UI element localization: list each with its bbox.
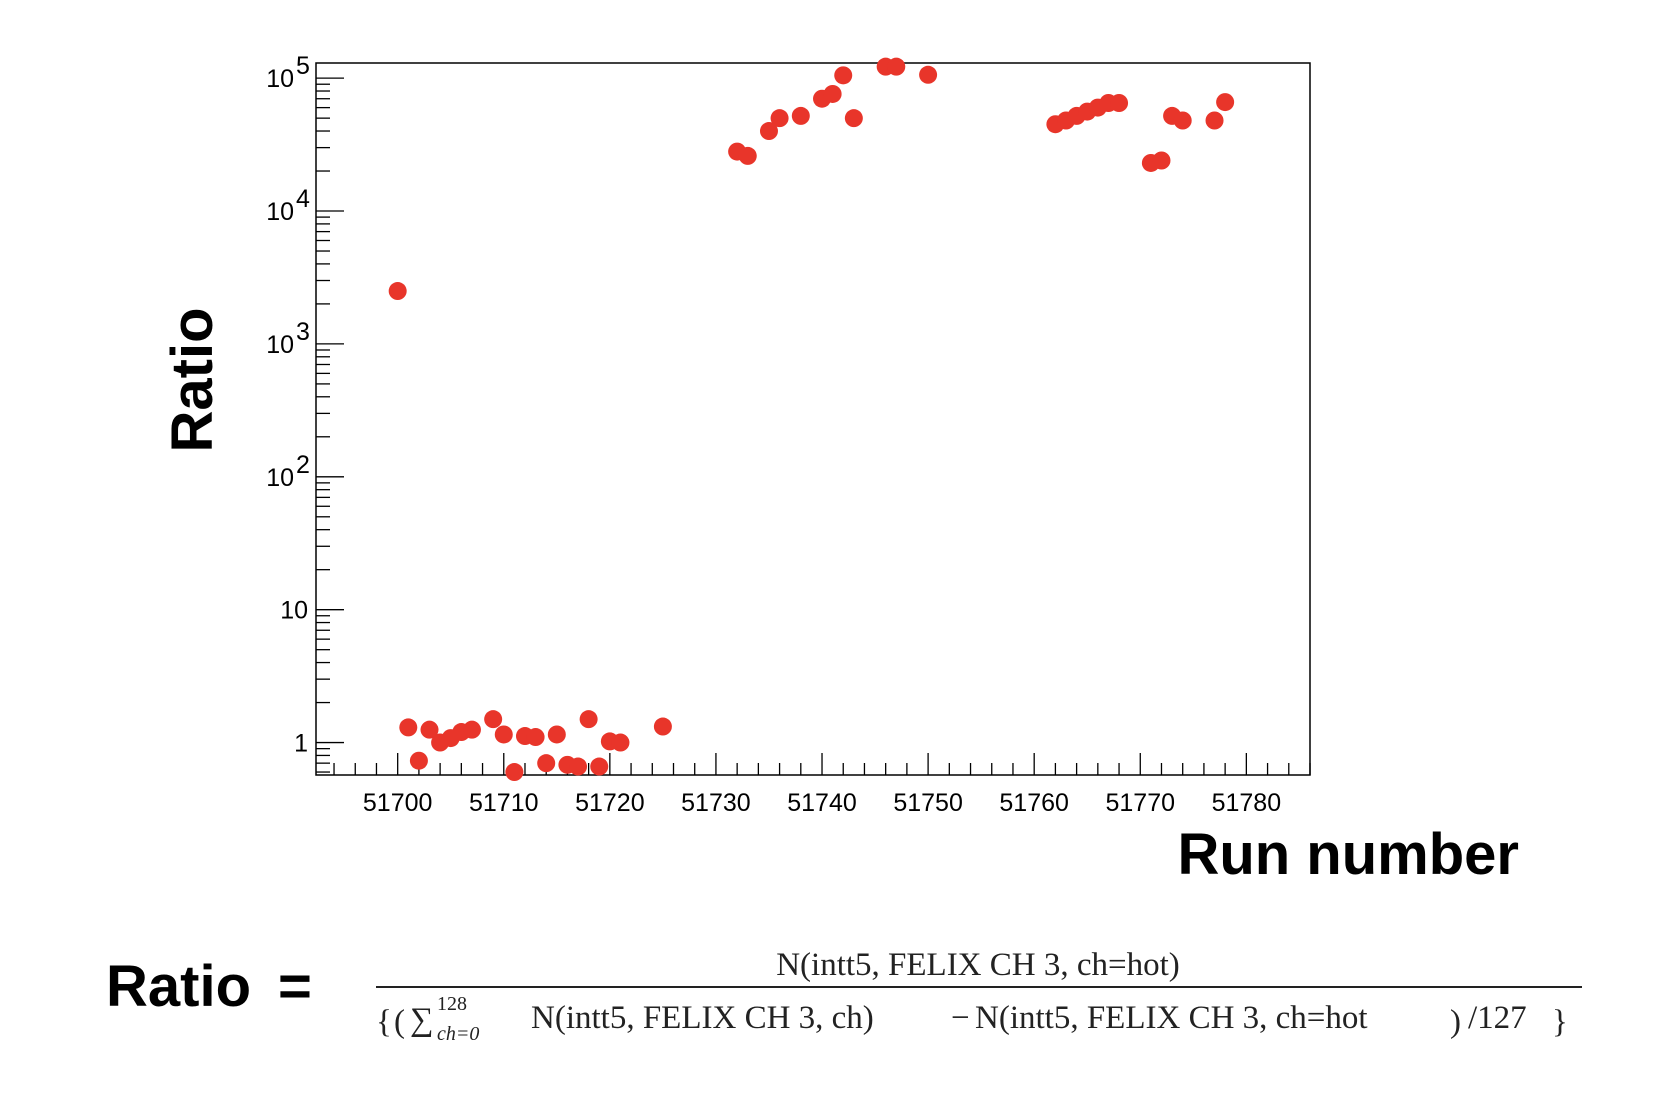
data-point	[1205, 111, 1224, 130]
formula-divisor: /127	[1468, 1000, 1527, 1036]
data-point	[537, 754, 556, 773]
x-tick-label: 51770	[1106, 789, 1176, 817]
x-axis-tick-labels: 51700 51710 51720 51730 51740 51750 51760 51770…	[363, 789, 1281, 817]
formula-term2: N(intt5, FELIX CH 3, ch=hot	[975, 1000, 1368, 1036]
data-point	[611, 733, 630, 752]
x-tick-label: 51760	[999, 789, 1069, 817]
data-point	[844, 109, 863, 128]
data-point	[823, 84, 842, 103]
y-tick-exponent: 4	[296, 185, 310, 213]
y-tick-label: 1	[294, 730, 308, 758]
data-point	[484, 710, 503, 729]
formula-sum-upper: 128	[437, 993, 467, 1015]
formula-open-paren: (	[394, 1004, 405, 1040]
y-axis-ticks	[316, 77, 344, 773]
y-axis-title: Ratio	[160, 308, 225, 453]
y-tick-label: 10	[266, 198, 294, 226]
formula-equals: =	[278, 954, 312, 1019]
y-tick-label: 10	[266, 464, 294, 492]
data-point	[590, 757, 609, 776]
x-tick-label: 51730	[681, 789, 751, 817]
data-point	[569, 757, 588, 776]
plot-frame	[315, 62, 1311, 776]
y-tick-label: 10	[266, 331, 294, 359]
y-tick-exponent: 3	[296, 318, 310, 346]
formula-label: Ratio	[106, 954, 251, 1019]
x-tick-label: 51700	[363, 789, 433, 817]
formula-minus: −	[951, 1000, 970, 1036]
data-point	[409, 751, 428, 770]
x-tick-label: 51750	[893, 789, 963, 817]
y-tick-exponent: 2	[296, 451, 310, 479]
data-point	[1173, 111, 1192, 130]
data-point	[791, 106, 810, 125]
data-point	[738, 146, 757, 165]
formula-term1: N(intt5, FELIX CH 3, ch)	[531, 1000, 874, 1036]
data-point	[759, 122, 778, 141]
x-tick-label: 51740	[787, 789, 857, 817]
formula-open-brace: {	[376, 1004, 392, 1040]
data-point	[494, 725, 513, 744]
data-point	[462, 720, 481, 739]
formula-close-paren: )	[1450, 1004, 1461, 1040]
data-point	[887, 57, 906, 76]
data-point	[770, 109, 789, 128]
data-point	[505, 763, 524, 782]
data-points	[388, 57, 1235, 782]
x-axis-title: Run number	[1177, 822, 1519, 887]
data-point	[653, 717, 672, 736]
data-point	[1216, 93, 1235, 112]
x-tick-label: 51720	[575, 789, 645, 817]
data-point	[388, 282, 407, 301]
x-axis-ticks	[333, 753, 1311, 775]
x-tick-label: 51710	[469, 789, 539, 817]
data-point	[919, 65, 938, 84]
formula-close-brace: }	[1552, 1004, 1568, 1040]
formula-sum-lower: ch=0	[437, 1023, 479, 1045]
y-tick-exponent: 5	[296, 52, 310, 80]
ratio-formula: Ratio = N(intt5, FELIX CH 3, ch=hot) { (…	[106, 947, 1582, 1045]
data-point	[1110, 94, 1129, 113]
data-point	[834, 66, 853, 85]
y-tick-label: 10	[266, 65, 294, 93]
data-point	[399, 718, 418, 737]
data-point	[1152, 151, 1171, 170]
y-tick-label: 10	[280, 597, 308, 625]
data-point	[420, 720, 439, 739]
data-point	[579, 710, 598, 729]
x-tick-label: 51780	[1212, 789, 1282, 817]
formula-numerator: N(intt5, FELIX CH 3, ch=hot)	[776, 947, 1180, 983]
data-point	[547, 725, 566, 744]
formula-sum-symbol: ∑	[410, 1002, 434, 1038]
data-point	[526, 728, 545, 747]
